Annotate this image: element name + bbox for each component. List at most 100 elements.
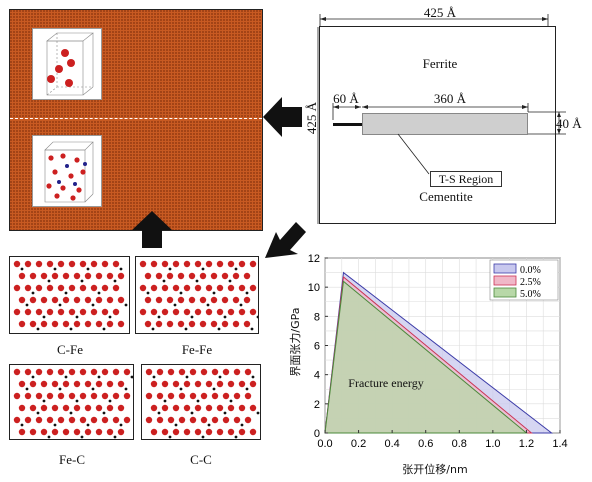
fe-atom (95, 320, 103, 328)
fe-atom (216, 308, 224, 316)
c-atom (47, 279, 51, 283)
fe-atom (90, 260, 98, 268)
fe-atom (18, 380, 26, 388)
fe-atom (205, 284, 213, 292)
fe-atom (238, 260, 246, 268)
fe-atom (216, 260, 224, 268)
fe-atom (144, 320, 152, 328)
c-atom (196, 399, 200, 403)
fe-atom (172, 404, 180, 412)
legend-label: 5.0% (520, 289, 541, 300)
fe-atom (232, 320, 240, 328)
fe-atom (161, 404, 169, 412)
interface-fe-fe (135, 256, 259, 334)
c-atom (168, 267, 172, 271)
fe-atom (112, 392, 120, 400)
fe-atom (13, 416, 21, 424)
c-atom (239, 303, 243, 307)
c-atom (124, 387, 128, 391)
fe-atom (249, 380, 257, 388)
fe-atom (172, 428, 180, 436)
legend-label: 0.0% (520, 265, 541, 276)
c-atom (58, 387, 62, 391)
fe-atom (112, 260, 120, 268)
fe-atom (46, 284, 54, 292)
c-atom (245, 387, 249, 391)
interface-fe-c (9, 364, 134, 440)
x-tick-label: 1.2 (519, 438, 534, 450)
fe-atom (177, 296, 185, 304)
fe-atom (29, 272, 37, 280)
fe-atom (35, 392, 43, 400)
fe-atom (13, 260, 21, 268)
c-atom (218, 375, 222, 379)
c-atom (64, 375, 68, 379)
fe-atom (210, 296, 218, 304)
fe-atom (155, 296, 163, 304)
fe-atom (244, 368, 252, 376)
fe-atom (117, 404, 125, 412)
dim-crack-label: 60 Å (333, 91, 359, 106)
fe-atom (183, 284, 191, 292)
fe-atom (222, 416, 230, 424)
fe-atom (46, 416, 54, 424)
fe-atom (210, 272, 218, 280)
fe-atom (166, 272, 174, 280)
fe-atom (178, 392, 186, 400)
fe-atom (90, 308, 98, 316)
c-atom (157, 411, 161, 415)
pre-crack (333, 123, 363, 126)
c-atom (152, 375, 156, 379)
fe-atom (90, 368, 98, 376)
c-atom (119, 423, 123, 427)
c-atom (47, 435, 51, 439)
fe-atom (150, 284, 158, 292)
fe-atom (106, 380, 114, 388)
c-atom (223, 315, 227, 319)
fe-atom (90, 284, 98, 292)
fe-atom (101, 284, 109, 292)
fe-atom (194, 428, 202, 436)
fe-atom (117, 272, 125, 280)
fe-atom (227, 404, 235, 412)
fe-atom (238, 308, 246, 316)
c-atom (36, 411, 40, 415)
c-atom (163, 399, 167, 403)
fe-atom (161, 308, 169, 316)
c-atom (31, 291, 35, 295)
fe-atom (73, 272, 81, 280)
cementite-label: Cementite (419, 189, 473, 204)
fe-atom (216, 404, 224, 412)
fe-atom (188, 320, 196, 328)
y-tick-label: 4 (314, 370, 320, 382)
fe-atom (29, 296, 37, 304)
fe-atom (18, 320, 26, 328)
fe-atom (155, 272, 163, 280)
fe-atom (40, 404, 48, 412)
fe-atom (68, 308, 76, 316)
fe-atom (205, 380, 213, 388)
fe-atom (40, 296, 48, 304)
dim-width-label: 425 Å (423, 5, 457, 20)
fe-atom (156, 368, 164, 376)
fe-atom (221, 296, 229, 304)
x-tick-label: 0.6 (418, 438, 433, 450)
fe-atom (84, 404, 92, 412)
c-atom (130, 375, 133, 379)
fe-atom (13, 392, 21, 400)
fe-atom (194, 380, 202, 388)
fe-atom (79, 416, 87, 424)
fe-atom (24, 284, 32, 292)
fe-atom (249, 284, 257, 292)
fe-atom (79, 392, 87, 400)
fe-atom (46, 260, 54, 268)
fe-atom (123, 368, 131, 376)
fe-atom (84, 320, 92, 328)
c-atom (201, 435, 205, 439)
c-atom (201, 267, 205, 271)
fe-atom (62, 272, 70, 280)
fe-atom (95, 296, 103, 304)
c-atom (91, 303, 95, 307)
fe-atom (68, 260, 76, 268)
fe-atom (145, 392, 153, 400)
